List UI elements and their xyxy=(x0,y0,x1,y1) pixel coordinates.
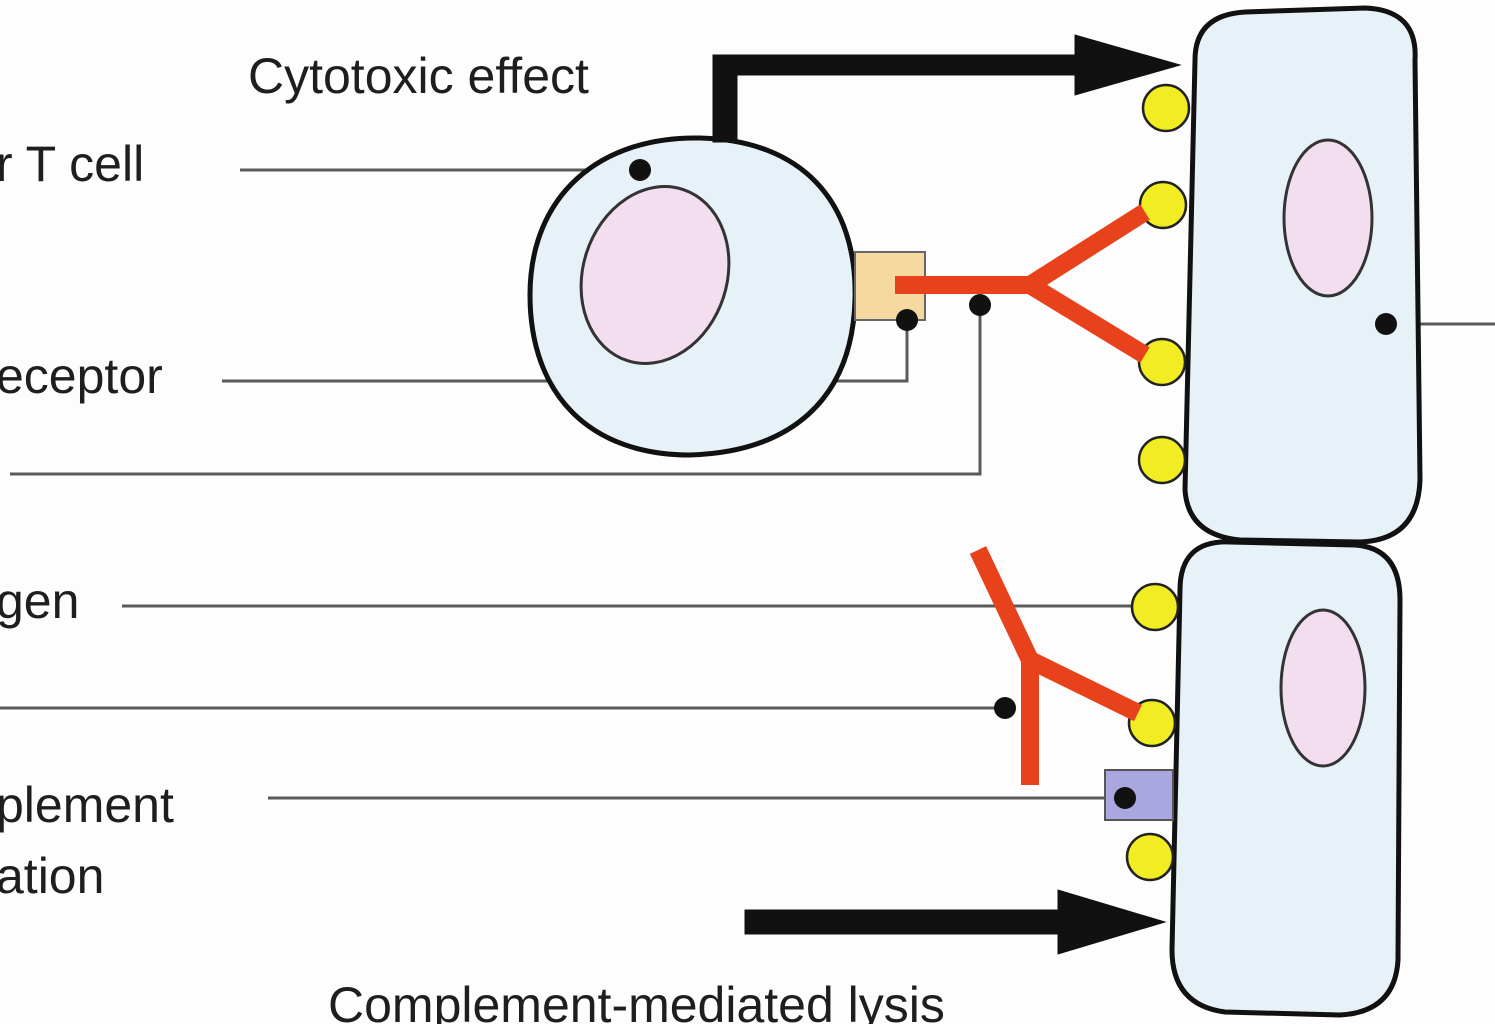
antigen-4 xyxy=(1137,435,1187,485)
label-antigen: gen xyxy=(0,573,79,629)
antibody-bottom xyxy=(969,546,1142,785)
label-killer-t-cell: r T cell xyxy=(0,136,144,192)
complement-complex xyxy=(1104,769,1174,821)
leader-receptor xyxy=(222,320,909,383)
lysis-arrow xyxy=(744,889,1167,955)
antigen-1 xyxy=(1141,83,1191,133)
target-nucleus-bottom xyxy=(1279,608,1367,768)
cytotoxic-arrow xyxy=(712,34,1182,143)
label-complement-line1: plement xyxy=(0,777,174,833)
antibody-top-pointer-dot xyxy=(969,294,991,316)
antibody-bottom-pointer-dot xyxy=(994,697,1016,719)
target-nucleus-top xyxy=(1282,138,1374,298)
label-complement-line2: ation xyxy=(0,848,104,904)
receptor-pointer-dot xyxy=(896,309,918,331)
leader-antibody-top xyxy=(10,305,982,476)
label-complement-lysis: Complement-mediated lysis xyxy=(328,977,945,1024)
complement-pointer-dot xyxy=(1114,787,1136,809)
antigen-3 xyxy=(1137,337,1187,387)
target-cell-bottom xyxy=(1169,539,1403,1018)
t-cell-nucleus xyxy=(579,185,731,365)
antigen-5 xyxy=(1130,582,1180,632)
t-cell-pointer-dot xyxy=(629,159,651,181)
label-cytotoxic-effect: Cytotoxic effect xyxy=(248,48,589,104)
target-cell-pointer-dot xyxy=(1375,313,1397,335)
label-receptor: eceptor xyxy=(0,348,163,404)
antibody-top xyxy=(895,204,1150,363)
antigen-6 xyxy=(1127,698,1177,748)
antigen-7 xyxy=(1125,832,1175,882)
